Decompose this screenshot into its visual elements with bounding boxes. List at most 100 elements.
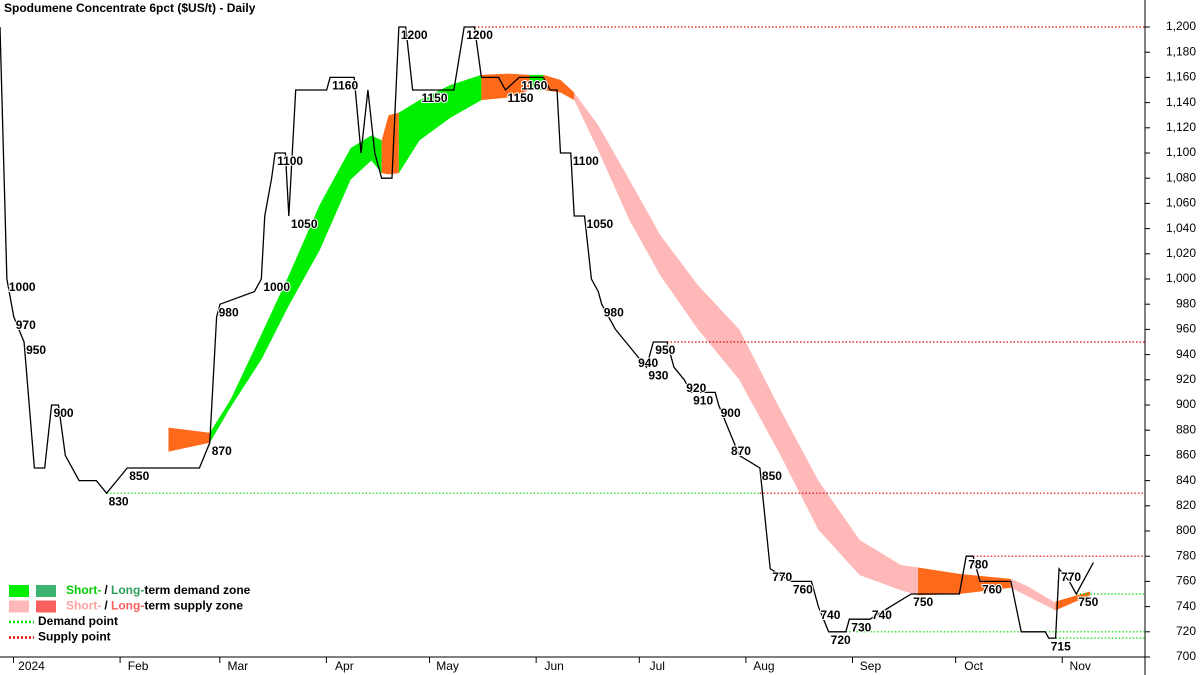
zone-band	[481, 73, 530, 101]
price-annotation: 850	[762, 469, 782, 483]
legend-text: Short-	[66, 583, 101, 597]
price-annotation: 715	[1051, 639, 1071, 653]
x-tick-label: Jun	[544, 659, 563, 673]
price-annotation: 980	[219, 305, 239, 319]
price-annotation: 770	[1061, 570, 1081, 584]
legend-swatch	[9, 585, 29, 597]
y-tick-label: 1,040	[1166, 221, 1196, 235]
legend-text: term supply zone	[144, 599, 243, 613]
price-annotation: 750	[1078, 595, 1098, 609]
y-tick-label: 1,080	[1166, 170, 1196, 184]
price-annotation: 760	[982, 583, 1002, 597]
y-tick-label: 1,180	[1166, 44, 1196, 58]
y-tick-label: 960	[1176, 322, 1196, 336]
zone-band	[168, 427, 210, 452]
x-tick-label: Apr	[335, 659, 354, 673]
price-annotation: 900	[54, 406, 74, 420]
y-tick-label: 920	[1176, 372, 1196, 386]
price-annotation: 950	[26, 343, 46, 357]
x-tick-label: 2024	[18, 659, 45, 673]
price-annotation: 740	[820, 608, 840, 622]
y-tick-label: 900	[1176, 397, 1196, 411]
y-tick-label: 1,160	[1166, 70, 1196, 84]
legend-swatch	[9, 600, 29, 613]
y-tick-label: 1,000	[1166, 271, 1196, 285]
price-annotation: 920	[686, 381, 706, 395]
y-tick-label: 840	[1176, 473, 1196, 487]
price-annotation: 930	[648, 368, 668, 382]
legend-text: Short-	[66, 599, 101, 613]
y-tick-label: 980	[1176, 296, 1196, 310]
price-annotation: 1050	[291, 217, 318, 231]
price-annotation: 950	[655, 343, 675, 357]
zone-band	[398, 74, 482, 174]
price-annotation: 1150	[507, 91, 533, 105]
x-tick-label: Oct	[964, 659, 983, 673]
zone-band	[1055, 591, 1090, 611]
y-tick-label: 1,100	[1166, 145, 1196, 159]
legend-label: Supply point	[38, 630, 111, 644]
zone-band	[918, 567, 1011, 596]
price-annotation: 850	[129, 469, 149, 483]
price-annotation: 730	[851, 620, 871, 634]
price-annotation: 1200	[466, 28, 493, 42]
legend-text: Long-	[111, 599, 144, 613]
y-tick-label: 760	[1176, 574, 1196, 588]
legend-text: Demand point	[38, 614, 118, 628]
y-tick-label: 720	[1176, 624, 1196, 638]
price-annotation: 830	[109, 494, 129, 508]
x-tick-label: Mar	[227, 659, 248, 673]
zone-band	[529, 74, 544, 90]
price-line	[0, 26, 1094, 639]
legend-swatch	[36, 585, 56, 597]
legend-text: Long-	[111, 583, 144, 597]
y-tick-label: 780	[1176, 548, 1196, 562]
price-annotation: 870	[212, 444, 232, 458]
price-annotation: 1150	[421, 91, 447, 105]
legend-text: Supply point	[38, 630, 111, 644]
price-annotation: 870	[731, 444, 751, 458]
chart-title: Spodumene Concentrate 6pct ($US/t) - Dai…	[4, 1, 256, 15]
x-tick-label: May	[436, 659, 459, 673]
legend-text: term demand zone	[144, 583, 250, 597]
price-annotation: 910	[693, 394, 713, 408]
price-annotation: 940	[638, 356, 658, 370]
price-annotation: 1100	[277, 154, 303, 168]
y-tick-label: 700	[1176, 649, 1196, 663]
price-annotation: 1050	[587, 217, 614, 231]
y-tick-label: 1,120	[1166, 120, 1196, 134]
price-annotation: 1200	[401, 28, 428, 42]
zone-band	[574, 92, 919, 596]
price-annotation: 760	[793, 583, 813, 597]
price-annotation: 970	[16, 318, 36, 332]
y-tick-label: 1,140	[1166, 95, 1196, 109]
x-tick-label: Aug	[753, 659, 774, 673]
x-tick-label: Sep	[860, 659, 882, 673]
y-tick-label: 1,060	[1166, 196, 1196, 210]
legend-text: /	[104, 583, 111, 597]
price-annotation: 1000	[263, 280, 290, 294]
price-annotation: 900	[721, 406, 741, 420]
x-tick-label: Jul	[650, 659, 665, 673]
y-tick-label: 740	[1176, 599, 1196, 613]
price-annotation: 770	[772, 570, 792, 584]
price-annotation: 740	[872, 608, 892, 622]
y-tick-label: 800	[1176, 523, 1196, 537]
price-annotation: 720	[831, 633, 851, 647]
price-annotation: 780	[968, 557, 988, 571]
legend-text: /	[104, 599, 111, 613]
y-tick-label: 1,020	[1166, 246, 1196, 260]
price-annotation: 1160	[521, 79, 547, 93]
legend-label: Short- / Long-term supply zone	[66, 599, 243, 613]
price-annotation: 750	[913, 595, 933, 609]
zone-band	[543, 74, 575, 101]
y-tick-label: 860	[1176, 448, 1196, 462]
price-annotation: 1100	[573, 154, 599, 168]
zone-band	[1010, 578, 1056, 611]
x-tick-label: Nov	[1070, 659, 1091, 673]
price-annotation: 1000	[9, 280, 36, 294]
y-tick-label: 1,200	[1166, 19, 1196, 33]
y-tick-label: 820	[1176, 498, 1196, 512]
